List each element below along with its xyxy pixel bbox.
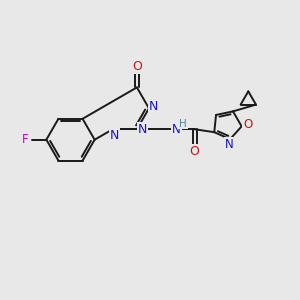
Text: O: O [132,60,142,73]
Text: H: H [179,118,187,129]
Text: F: F [22,133,28,146]
Text: N: N [137,123,147,136]
Text: N: N [225,138,234,151]
Text: O: O [243,118,252,131]
Text: N: N [172,123,181,136]
Text: N: N [149,100,158,113]
Text: N: N [110,129,119,142]
Text: O: O [190,146,200,158]
